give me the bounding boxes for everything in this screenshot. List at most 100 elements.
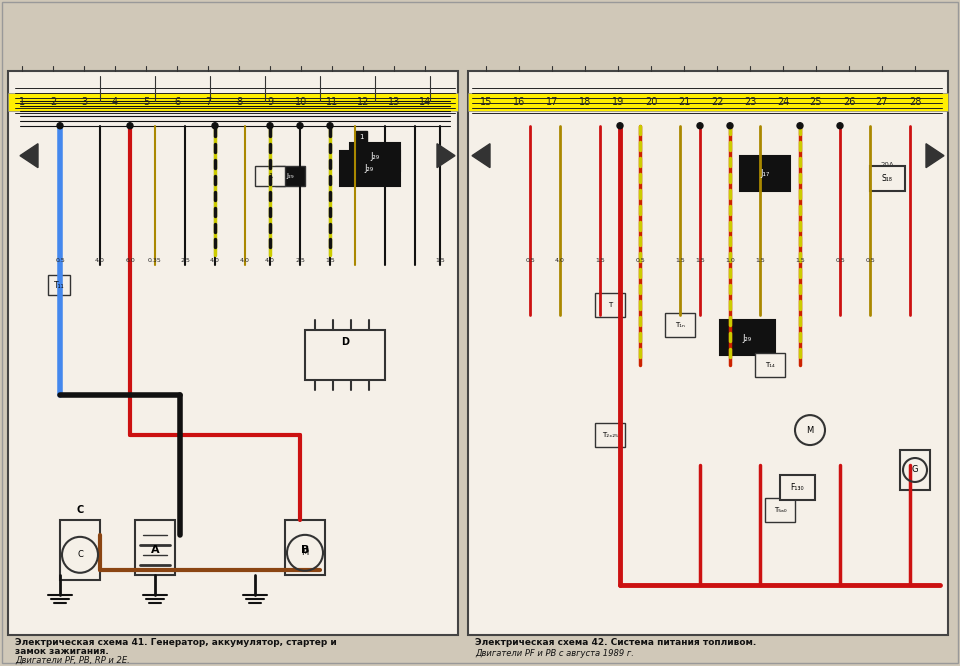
- Bar: [665, 313, 695, 337]
- Text: D: D: [341, 337, 349, 347]
- Text: J₂₉: J₂₉: [371, 152, 379, 161]
- Text: 20: 20: [645, 97, 658, 107]
- Text: 4.0: 4.0: [555, 258, 564, 263]
- Bar: [60, 520, 100, 580]
- Circle shape: [297, 123, 303, 129]
- Text: 1.5: 1.5: [595, 258, 605, 263]
- Text: 2.5: 2.5: [180, 258, 190, 263]
- Bar: [468, 71, 948, 635]
- Text: J₂₉: J₂₉: [742, 334, 752, 343]
- Bar: [255, 166, 285, 186]
- Text: 6.0: 6.0: [125, 258, 134, 263]
- Bar: [720, 320, 775, 355]
- Text: T₁₁: T₁₁: [54, 281, 64, 290]
- Text: 26: 26: [843, 97, 855, 107]
- Text: 21: 21: [678, 97, 690, 107]
- Polygon shape: [20, 144, 38, 168]
- Text: Двигатели PF и PB с августа 1989 г.: Двигатели PF и PB с августа 1989 г.: [475, 649, 634, 658]
- Text: B: B: [300, 545, 309, 555]
- Text: C: C: [77, 505, 84, 515]
- Circle shape: [617, 123, 623, 129]
- Text: 10: 10: [295, 97, 307, 107]
- Text: 7: 7: [204, 97, 211, 107]
- Bar: [8, 71, 458, 635]
- Text: 1.5: 1.5: [756, 258, 765, 263]
- Text: 0.35: 0.35: [148, 258, 162, 263]
- Polygon shape: [926, 144, 944, 168]
- Circle shape: [797, 123, 803, 129]
- Text: T₅ₐ₀: T₅ₐ₀: [774, 507, 786, 513]
- Text: 27: 27: [876, 97, 888, 107]
- Text: J₁₇: J₁₇: [760, 169, 770, 178]
- Text: 19: 19: [612, 97, 624, 107]
- Text: 4.0: 4.0: [265, 258, 275, 263]
- Text: 5: 5: [143, 97, 149, 107]
- Polygon shape: [437, 144, 455, 168]
- Text: 2.5: 2.5: [295, 258, 305, 263]
- Text: 28: 28: [909, 97, 922, 107]
- Bar: [765, 498, 795, 522]
- Text: 24: 24: [777, 97, 789, 107]
- Text: 8: 8: [236, 97, 242, 107]
- Text: M: M: [806, 426, 814, 435]
- Text: 1.5: 1.5: [675, 258, 684, 263]
- Bar: [780, 475, 815, 500]
- Circle shape: [127, 123, 133, 129]
- Bar: [8, 93, 458, 111]
- Text: 25: 25: [809, 97, 823, 107]
- Circle shape: [212, 123, 218, 129]
- Text: J₂₉: J₂₉: [286, 172, 294, 178]
- Bar: [755, 353, 785, 377]
- Text: 0.5: 0.5: [865, 258, 875, 263]
- Text: 4.0: 4.0: [95, 258, 105, 263]
- Bar: [900, 450, 930, 490]
- Circle shape: [267, 123, 273, 129]
- Bar: [595, 423, 625, 447]
- Bar: [870, 166, 905, 190]
- Text: 23: 23: [744, 97, 756, 107]
- Bar: [355, 131, 367, 143]
- Circle shape: [57, 123, 63, 129]
- Text: 3: 3: [81, 97, 87, 107]
- Circle shape: [837, 123, 843, 129]
- Bar: [350, 143, 400, 170]
- Bar: [595, 294, 625, 317]
- Text: 17: 17: [546, 97, 558, 107]
- Bar: [740, 156, 790, 190]
- Text: Электрическая схема 42. Система питания топливом.: Электрическая схема 42. Система питания …: [475, 638, 756, 647]
- Text: 1: 1: [19, 97, 25, 107]
- Text: замок зажигания.: замок зажигания.: [15, 647, 108, 656]
- Text: T: T: [608, 302, 612, 308]
- Text: 18: 18: [579, 97, 591, 107]
- Text: 1: 1: [359, 134, 363, 140]
- Text: 9: 9: [267, 97, 273, 107]
- Text: 1.5: 1.5: [795, 258, 804, 263]
- Bar: [48, 276, 70, 295]
- Text: 12: 12: [357, 97, 370, 107]
- Text: C: C: [77, 550, 83, 559]
- Bar: [275, 166, 305, 186]
- Text: 0.5: 0.5: [55, 258, 65, 263]
- Text: 6: 6: [174, 97, 180, 107]
- Text: 22: 22: [710, 97, 723, 107]
- Bar: [135, 520, 175, 575]
- Text: A: A: [151, 545, 159, 555]
- Circle shape: [727, 123, 733, 129]
- Text: J₂₉: J₂₉: [365, 164, 373, 173]
- Text: 11: 11: [325, 97, 338, 107]
- Circle shape: [327, 123, 333, 129]
- Text: T₁₄: T₁₄: [765, 362, 775, 368]
- Text: 4: 4: [112, 97, 118, 107]
- Text: S₁₈: S₁₈: [881, 174, 893, 183]
- Text: F₁₃₀: F₁₃₀: [790, 484, 804, 492]
- Text: 15: 15: [480, 97, 492, 107]
- Bar: [305, 330, 385, 380]
- Text: 1.5: 1.5: [695, 258, 705, 263]
- Text: T₂ₓ₂₅: T₂ₓ₂₅: [602, 432, 618, 438]
- Text: 16: 16: [513, 97, 525, 107]
- Text: 4.0: 4.0: [210, 258, 220, 263]
- Text: 4.0: 4.0: [240, 258, 250, 263]
- Bar: [468, 93, 948, 111]
- Text: 14: 14: [419, 97, 431, 107]
- Text: M: M: [301, 548, 308, 557]
